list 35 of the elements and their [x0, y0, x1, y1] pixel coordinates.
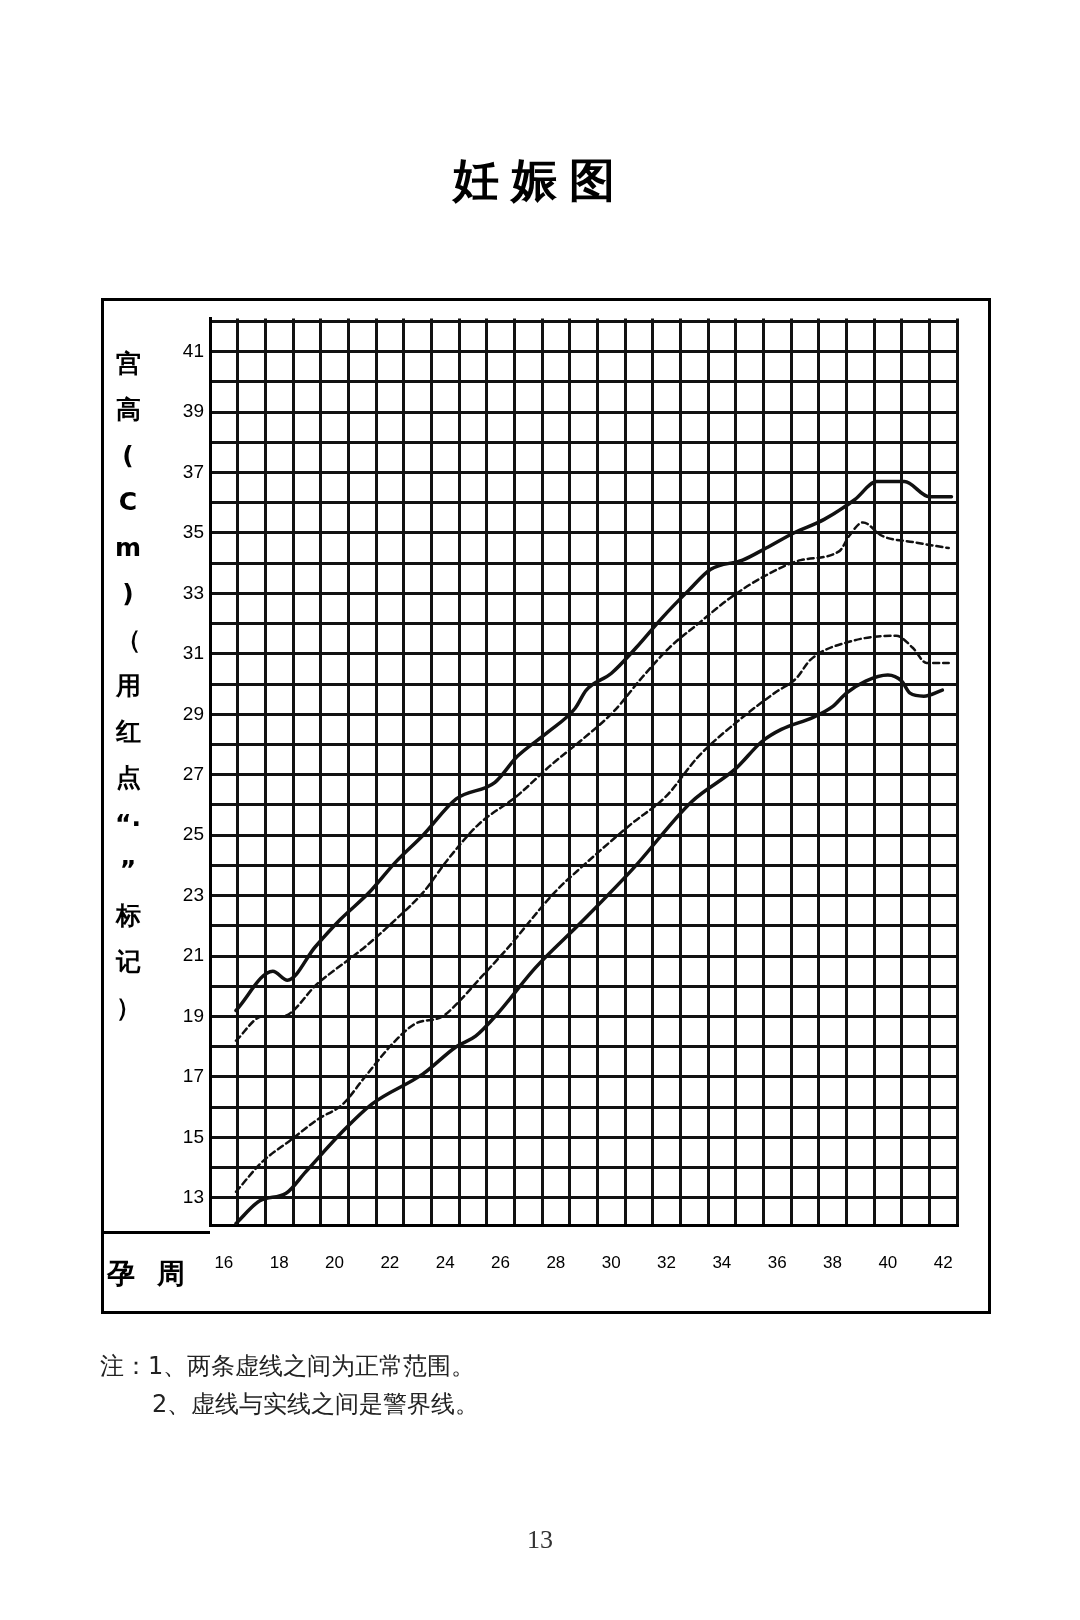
text: 宫高(Cm)（用红点“·”标记）: [114, 349, 142, 1022]
x-tick-label: 22: [380, 1252, 400, 1272]
x-tick-label: 24: [435, 1252, 455, 1272]
x-tick-label: 42: [933, 1252, 953, 1272]
text: 13: [526, 1525, 554, 1555]
y-tick-label: 21: [182, 944, 204, 966]
x-tick-label: 38: [823, 1252, 842, 1272]
y-tick-label: 41: [182, 339, 204, 361]
y-tick-label: 35: [182, 521, 204, 543]
x-tick-label: 18: [269, 1252, 289, 1272]
text: 注：1、两条虚线之间为正常范围。: [100, 1351, 476, 1382]
y-tick-label: 15: [182, 1125, 204, 1147]
x-tick-label: 34: [712, 1252, 732, 1272]
y-tick-label: 29: [182, 702, 204, 724]
x-tick-label: 16: [214, 1252, 234, 1272]
text: 2、虚线与实线之间是警界线。: [152, 1389, 480, 1420]
y-tick-label: 33: [182, 581, 204, 603]
chart-title: 妊娠图: [451, 152, 628, 209]
x-tick-label: 32: [657, 1252, 676, 1272]
y-tick-label: 19: [182, 1004, 204, 1026]
x-tick-label: 28: [546, 1252, 566, 1272]
x-tick-label: 30: [601, 1252, 621, 1272]
y-tick-label: 17: [182, 1065, 204, 1087]
y-tick-label: 31: [182, 642, 204, 664]
y-tick-label: 27: [182, 762, 204, 784]
x-tick-label: 20: [325, 1252, 344, 1272]
x-axis-title: 孕周: [104, 1231, 210, 1311]
x-tick-label: 26: [491, 1252, 510, 1272]
y-tick-label: 39: [182, 400, 204, 422]
x-tick-label: 36: [767, 1252, 787, 1272]
y-tick-label: 25: [182, 823, 204, 845]
y-tick-label: 23: [182, 883, 204, 905]
y-tick-label: 13: [182, 1186, 204, 1208]
y-tick-label: 37: [182, 460, 204, 482]
x-tick-label: 40: [878, 1252, 898, 1272]
